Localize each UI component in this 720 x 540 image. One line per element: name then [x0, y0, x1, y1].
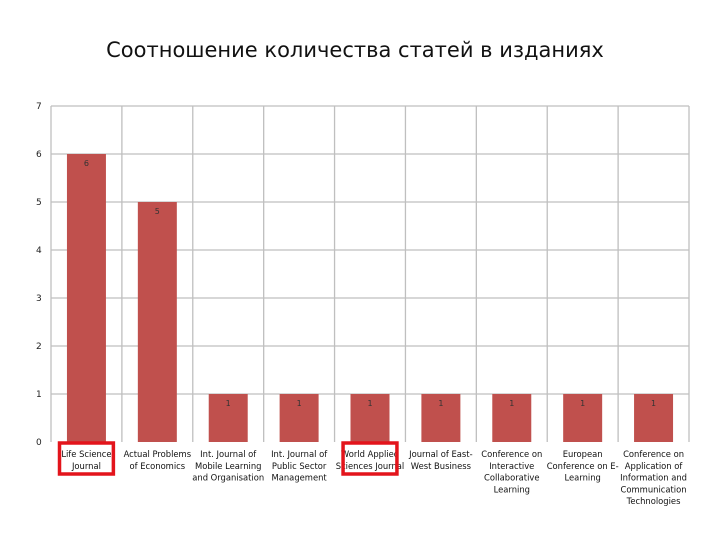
bar [66, 154, 106, 442]
y-tick-label: 0 [36, 438, 42, 448]
data-label: 1 [651, 399, 656, 408]
y-tick-label: 4 [36, 246, 42, 256]
y-tick-label: 3 [36, 294, 42, 304]
x-tick-label: European Conference on E-Learning [547, 449, 619, 483]
bar [208, 394, 248, 442]
y-tick-label: 2 [36, 342, 42, 352]
x-tick-label: Life Science Journal [61, 449, 111, 471]
data-label: 1 [226, 399, 231, 408]
bar [350, 394, 390, 442]
bar [421, 394, 461, 442]
x-tick-label: Journal of East-West Business [408, 449, 472, 471]
highlight-box [341, 441, 399, 476]
x-tick-label: World Applied Sciences Journal [336, 449, 404, 471]
y-tick-label: 5 [36, 198, 42, 208]
x-tick-label: Actual Problems of Economics [124, 449, 192, 471]
bar [279, 394, 319, 442]
x-tick-label: Int. Journal of Mobile Learning and Organi… [192, 449, 264, 483]
data-label: 1 [367, 399, 372, 408]
bar [563, 394, 603, 442]
bar [634, 394, 674, 442]
data-label: 6 [84, 159, 89, 168]
y-tick-label: 7 [36, 102, 42, 112]
x-tick-label: Conference on Application of Information a… [620, 449, 687, 506]
highlight-box [57, 441, 116, 476]
y-tick-label: 1 [36, 390, 42, 400]
x-tick-label: Int. Journal of Public Sector Management [271, 449, 328, 483]
y-tick-label: 6 [36, 150, 42, 160]
bar [137, 202, 177, 442]
chart-title: Соотношение количества статей в изданиях [106, 38, 604, 62]
data-label: 1 [438, 399, 443, 408]
bar [492, 394, 532, 442]
x-tick-label: Conference on Interactive Collaborative Lea… [481, 449, 542, 494]
data-label: 5 [155, 207, 160, 216]
data-label: 1 [509, 399, 514, 408]
data-label: 1 [580, 399, 585, 408]
data-label: 1 [297, 399, 302, 408]
